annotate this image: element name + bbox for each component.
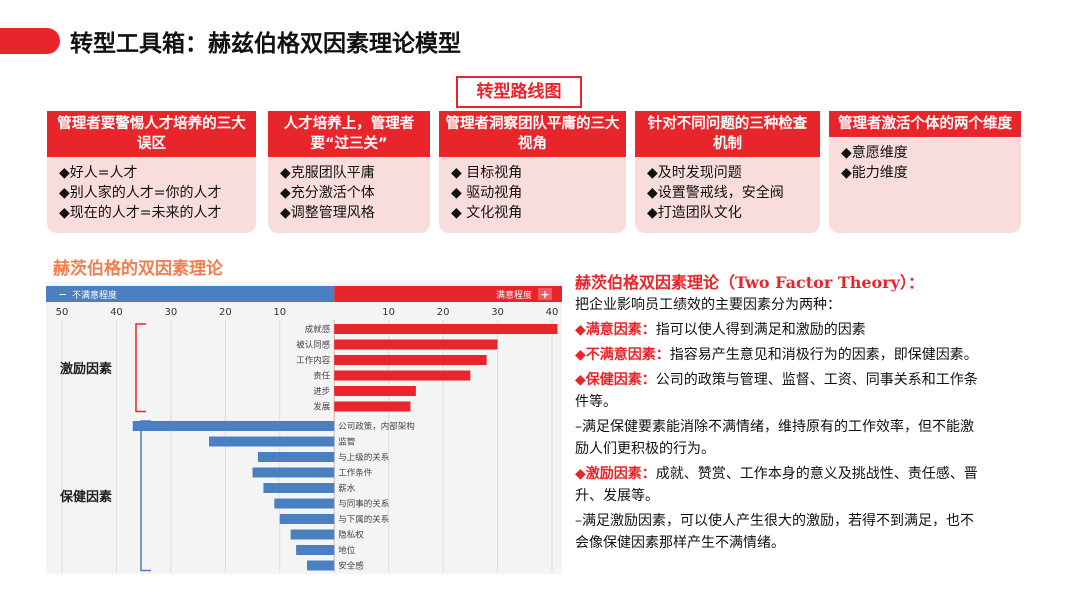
theory-explanation: 赫茨伯格双因素理论（Two Factor Theory）： 把企业影响员工绩效的… — [575, 272, 980, 554]
satisfaction-bar — [334, 386, 416, 396]
satisfaction-bar — [334, 355, 487, 365]
theory-intro: 把企业影响员工绩效的主要因素分为两种： — [575, 297, 841, 313]
card-item: ◆打造团队文化 — [647, 205, 742, 221]
dissatisfaction-bar — [263, 483, 335, 493]
x-tick-label: 30 — [491, 307, 504, 318]
group-label: 激励因素 — [60, 361, 112, 377]
dissatisfaction-bar — [307, 560, 335, 571]
satisfaction-bar — [334, 401, 411, 412]
card-check-mechanisms: 针对不同问题的三种检查机制 ◆及时发现问题 ◆设置警戒线，安全阀 ◆打造团队文化 — [635, 111, 820, 233]
hygiene-note: –满足保健要素能消除不满情绪，维持原有的工作效率，但不能激励人们更积极的行为。 — [575, 419, 974, 457]
group-bracket — [135, 323, 146, 413]
x-tick-label: 10 — [382, 307, 395, 318]
card-title: 针对不同问题的三种检查机制 — [635, 111, 820, 157]
card-item: ◆好人=人才 — [59, 165, 138, 181]
group-bracket — [140, 420, 151, 572]
satisfaction-sign-box — [538, 288, 552, 300]
roadmap-badge: 转型路线图 — [456, 76, 582, 108]
dissatisfaction-bar — [209, 436, 335, 447]
x-tick-label: 30 — [165, 307, 178, 318]
category-label: 与下属的关系 — [338, 514, 389, 525]
card-three-passes: 人才培养上，管理者要“过三关” ◆克服团队平庸 ◆充分激活个体 ◆调整管理风格 — [268, 111, 430, 233]
satisfaction-header-bar — [334, 286, 562, 302]
x-tick-label: 20 — [437, 307, 450, 318]
dissatisfaction-sign: − — [58, 288, 67, 301]
dissatisfaction-bar — [132, 421, 335, 431]
card-item: ◆调整管理风格 — [280, 205, 375, 221]
motivator-definition: ◆满意因素：指可以使人得到满足和激励的因素 — [575, 319, 980, 341]
group-label: 保健因素 — [59, 489, 112, 505]
category-label: 责任 — [313, 371, 331, 382]
card-item: ◆ 目标视角 — [451, 165, 523, 181]
card-item: ◆充分激活个体 — [280, 185, 375, 201]
hygiene-text: 指容易产生意见和消极行为的因素，即保健因素。 — [669, 347, 978, 363]
card-title: 管理者洞察团队平庸的三大视角 — [439, 111, 626, 157]
category-label: 监管 — [338, 437, 355, 448]
page-title: 转型工具箱：赫兹伯格双因素理论模型 — [70, 31, 461, 57]
card-item: ◆ 驱动视角 — [451, 185, 523, 201]
satisfaction-header-label: 满意程度 — [496, 289, 532, 301]
category-label: 被认同感 — [296, 340, 331, 351]
card-item: ◆ 文化视角 — [451, 205, 523, 221]
card-title: 管理者激活个体的两个维度 — [829, 111, 1021, 137]
dissatisfaction-header-bar — [46, 286, 335, 302]
card-item: ◆及时发现问题 — [647, 165, 742, 181]
card-activation-dimensions: 管理者激活个体的两个维度 ◆意愿维度 ◆能力维度 — [829, 111, 1021, 233]
hygiene-factors-text: 公司的政策与管理、监督、工资、同事关系和工作条件等。 — [575, 372, 978, 410]
motivator-text: 指可以使人得到满足和激励的因素 — [655, 322, 866, 338]
card-item: ◆克服团队平庸 — [280, 165, 375, 181]
motivators-text: 成就、赞赏、工作本身的意义及挑战性、责任感、晋升、发展等。 — [575, 466, 978, 504]
category-label: 工作内容 — [296, 355, 331, 366]
hygiene-definition: ◆不满意因素：指容易产生意见和消极行为的因素，即保健因素。 — [575, 344, 980, 366]
category-label: 成就感 — [305, 324, 331, 335]
category-label: 与同事的关系 — [338, 499, 389, 510]
satisfaction-bar — [334, 324, 558, 334]
x-tick-label: 40 — [110, 307, 123, 318]
dissatisfaction-bar — [279, 514, 335, 524]
chart-title: 赫茨伯格的双因素理论 — [53, 259, 223, 279]
card-three-perspectives: 管理者洞察团队平庸的三大视角 ◆ 目标视角 ◆ 驱动视角 ◆ 文化视角 — [439, 111, 626, 233]
satisfaction-bar — [334, 370, 471, 381]
satisfaction-bar — [334, 339, 498, 350]
hygiene-heading: ◆不满意因素： — [575, 347, 670, 363]
category-label: 进步 — [313, 387, 330, 397]
card-item: ◆设置警戒线，安全阀 — [647, 185, 784, 201]
dissatisfaction-header-label: 不满意程度 — [72, 289, 117, 301]
x-tick-label: 40 — [546, 307, 559, 318]
category-label: 工作条件 — [338, 468, 373, 479]
motivators-note: –满足激励因素，可以使人产生很大的激励，若得不到满足，也不会像保健因素那样产生不… — [575, 513, 974, 551]
dissatisfaction-bar — [252, 467, 335, 478]
category-label: 隐私权 — [338, 530, 364, 541]
card-item: ◆能力维度 — [841, 165, 908, 181]
category-label: 薪水 — [338, 483, 356, 494]
category-label: 地位 — [338, 545, 356, 556]
dissatisfaction-bar — [290, 529, 335, 540]
dissatisfaction-bar — [274, 498, 335, 509]
card-item: ◆别人家的人才=你的人才 — [59, 185, 222, 201]
header-accent-bar — [0, 28, 60, 54]
two-factor-chart: − 不满意程度 满意程度 +50 40 30 20 10 10 20 30 40 成就感被认同感工作内容… — [46, 282, 562, 574]
motivator-heading: ◆满意因素： — [575, 322, 656, 338]
dissatisfaction-bar — [258, 452, 335, 462]
theory-title: 赫茨伯格双因素理论（Two Factor Theory）： — [575, 273, 924, 292]
motivators-heading: ◆激励因素： — [575, 466, 656, 482]
x-tick-label: 10 — [273, 307, 286, 318]
hygiene-factors: ◆保健因素：公司的政策与管理、监督、工资、同事关系和工作条件等。 — [575, 369, 980, 413]
card-title: 人才培养上，管理者要“过三关” — [268, 111, 430, 157]
motivators: ◆激励因素：成就、赞赏、工作本身的意义及挑战性、责任感、晋升、发展等。 — [575, 463, 980, 507]
hygiene-factors-heading: ◆保健因素： — [575, 372, 656, 388]
category-label: 发展 — [313, 402, 331, 413]
category-label: 公司政策，内部架构 — [338, 421, 415, 432]
card-item: ◆现在的人才=未来的人才 — [59, 205, 222, 221]
card-talent-pitfalls: 管理者要警惕人才培养的三大误区 ◆好人=人才 ◆别人家的人才=你的人才 ◆现在的… — [47, 111, 256, 233]
x-tick-label: 20 — [219, 307, 232, 318]
satisfaction-sign: + — [540, 288, 549, 301]
card-item: ◆意愿维度 — [841, 145, 908, 161]
card-title: 管理者要警惕人才培养的三大误区 — [47, 111, 256, 157]
dissatisfaction-bar — [296, 545, 335, 555]
category-label: 与上级的关系 — [338, 452, 389, 463]
category-label: 安全感 — [338, 561, 364, 572]
x-tick-label: 50 — [56, 307, 69, 318]
